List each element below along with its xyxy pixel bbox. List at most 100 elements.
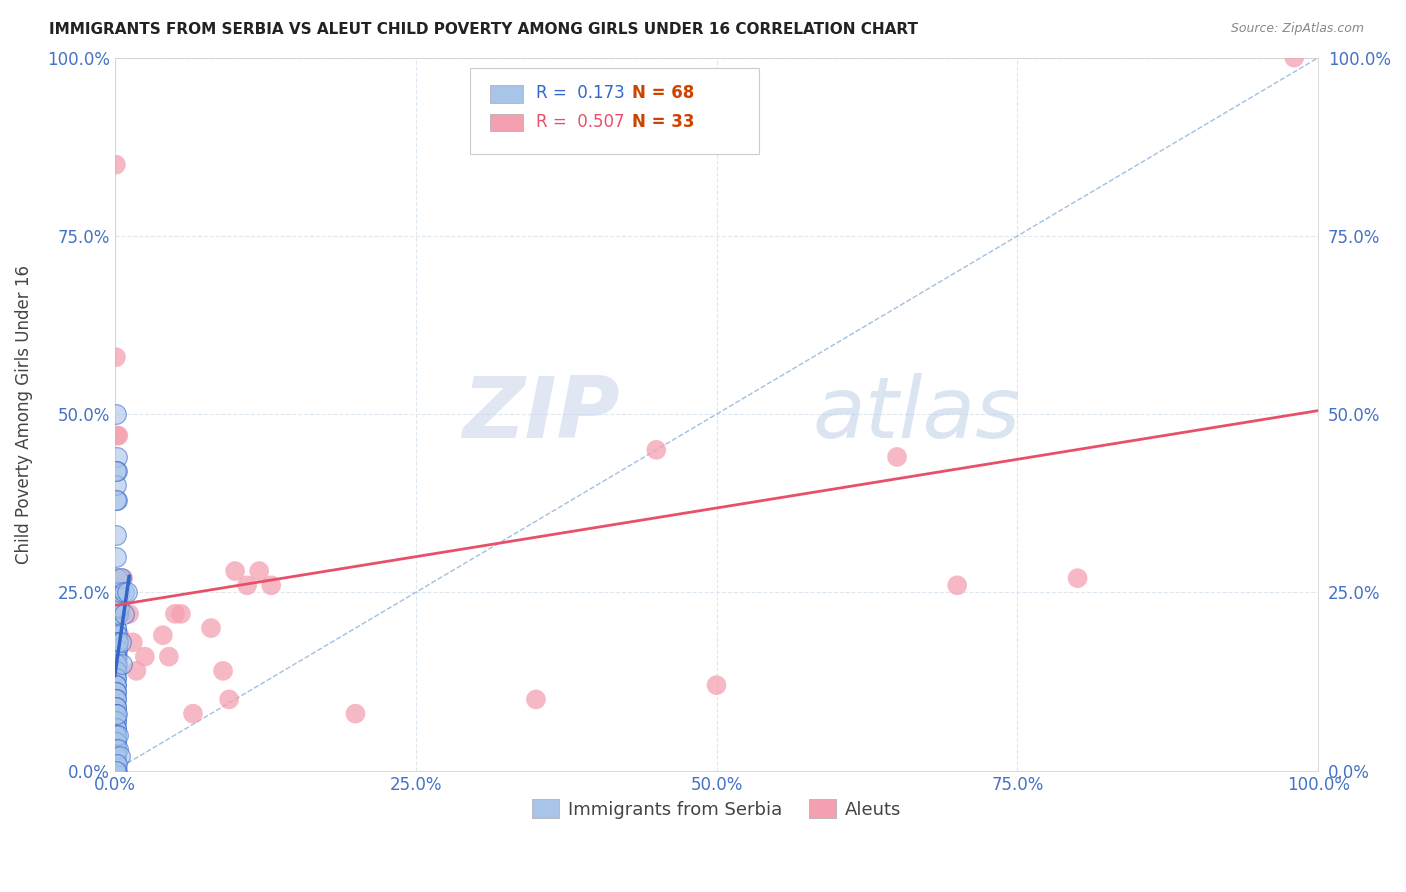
Point <box>111 657 134 671</box>
Point <box>104 692 127 706</box>
Point <box>105 706 128 721</box>
Point <box>104 756 127 771</box>
Point <box>224 564 246 578</box>
Point <box>108 628 131 642</box>
Point <box>115 585 138 599</box>
Point <box>104 599 127 614</box>
Point <box>157 649 180 664</box>
Text: Source: ZipAtlas.com: Source: ZipAtlas.com <box>1230 22 1364 36</box>
Point <box>110 571 132 585</box>
Point <box>105 464 128 478</box>
Point <box>110 607 132 621</box>
Point <box>104 706 127 721</box>
Point <box>104 492 127 507</box>
Point <box>112 585 135 599</box>
Point <box>645 442 668 457</box>
Point <box>104 692 127 706</box>
Point <box>105 492 128 507</box>
Point <box>104 585 127 599</box>
Point <box>107 635 129 649</box>
Point <box>112 607 135 621</box>
Point <box>107 649 129 664</box>
Point <box>108 749 131 764</box>
Point <box>104 764 127 778</box>
Point <box>105 628 128 642</box>
Point <box>105 642 128 657</box>
Point <box>104 735 127 749</box>
Point <box>125 664 148 678</box>
Point <box>104 621 127 635</box>
Point <box>152 628 174 642</box>
Text: IMMIGRANTS FROM SERBIA VS ALEUT CHILD POVERTY AMONG GIRLS UNDER 16 CORRELATION C: IMMIGRANTS FROM SERBIA VS ALEUT CHILD PO… <box>49 22 918 37</box>
Point <box>104 664 127 678</box>
Text: ZIP: ZIP <box>463 373 620 456</box>
Point <box>104 407 127 421</box>
Legend: Immigrants from Serbia, Aleuts: Immigrants from Serbia, Aleuts <box>524 792 908 826</box>
Point <box>104 649 127 664</box>
Point <box>105 635 128 649</box>
Point <box>107 607 129 621</box>
Point <box>107 742 129 756</box>
Point <box>946 578 969 592</box>
Point <box>104 664 127 678</box>
Point <box>163 607 186 621</box>
Point <box>104 764 127 778</box>
Point <box>524 692 547 706</box>
Point <box>104 678 127 692</box>
Point <box>121 635 143 649</box>
Point <box>104 528 127 542</box>
Point <box>104 706 127 721</box>
Point <box>104 735 127 749</box>
Point <box>118 607 141 621</box>
Point <box>104 350 127 364</box>
Point <box>104 685 127 699</box>
Text: atlas: atlas <box>813 373 1021 456</box>
Point <box>104 742 127 756</box>
Point <box>104 685 127 699</box>
Point <box>104 721 127 735</box>
Point <box>344 706 367 721</box>
Point <box>107 628 129 642</box>
Point <box>104 721 127 735</box>
Point <box>105 642 128 657</box>
Point <box>181 706 204 721</box>
Point <box>104 742 127 756</box>
Point <box>105 657 128 671</box>
Point <box>104 671 127 685</box>
Point <box>104 671 127 685</box>
Point <box>212 664 235 678</box>
Point <box>105 549 128 564</box>
Point <box>104 714 127 728</box>
Point <box>110 635 132 649</box>
Point <box>107 428 129 442</box>
FancyBboxPatch shape <box>491 114 523 131</box>
Point <box>104 657 127 671</box>
Point <box>104 607 127 621</box>
Point <box>104 621 127 635</box>
Point <box>104 699 127 714</box>
Point <box>104 756 127 771</box>
Point <box>105 450 128 464</box>
Point <box>104 478 127 492</box>
Point <box>200 621 222 635</box>
Point <box>105 756 128 771</box>
Point <box>104 678 127 692</box>
Point <box>1066 571 1088 585</box>
Point <box>247 564 270 578</box>
Point <box>104 749 127 764</box>
Point <box>134 649 156 664</box>
Point <box>104 649 127 664</box>
Text: N = 33: N = 33 <box>633 113 695 131</box>
Point <box>1282 51 1305 65</box>
Point <box>236 578 259 592</box>
Text: R =  0.173: R = 0.173 <box>536 85 624 103</box>
Point <box>104 728 127 742</box>
Text: R =  0.507: R = 0.507 <box>536 113 624 131</box>
Point <box>170 607 193 621</box>
Point <box>104 764 127 778</box>
FancyBboxPatch shape <box>491 86 523 103</box>
Point <box>108 585 131 599</box>
Point <box>108 599 131 614</box>
Point <box>218 692 240 706</box>
Point <box>104 714 127 728</box>
